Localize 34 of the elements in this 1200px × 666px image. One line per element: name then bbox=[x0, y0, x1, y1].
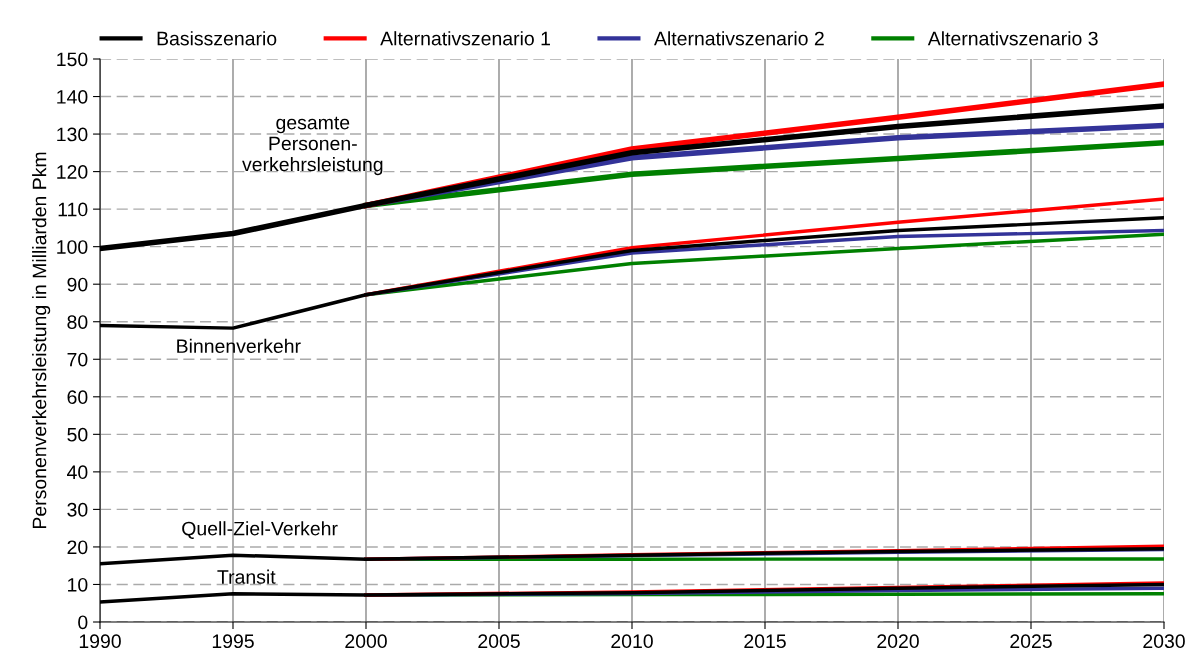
x-tick-label: 2015 bbox=[744, 634, 786, 649]
y-tick-label: 150 bbox=[57, 52, 88, 67]
legend-label: Alternativszenario 2 bbox=[654, 31, 824, 46]
y-tick-label: 60 bbox=[67, 390, 88, 405]
x-tick-label: 1990 bbox=[79, 634, 121, 649]
y-tick-label: 80 bbox=[67, 315, 88, 329]
y-tick-label: 120 bbox=[57, 165, 88, 179]
legend-label: Alternativszenario 1 bbox=[380, 31, 550, 46]
y-tick-label: 10 bbox=[68, 577, 88, 592]
x-tick-label: 2005 bbox=[478, 634, 520, 649]
y-tick-label: 70 bbox=[67, 352, 88, 367]
y-tick-label: 130 bbox=[57, 127, 88, 142]
x-tick-label: 2025 bbox=[1010, 634, 1052, 649]
annotation: Transit bbox=[217, 569, 276, 584]
y-tick-label: 20 bbox=[67, 540, 88, 555]
y-tick-label: 90 bbox=[67, 277, 88, 292]
y-tick-label: 30 bbox=[67, 502, 88, 517]
y-tick-label: 140 bbox=[57, 90, 88, 104]
x-tick-label: 2000 bbox=[345, 634, 387, 649]
x-tick-label: 2020 bbox=[877, 634, 919, 649]
y-tick-label: 100 bbox=[57, 240, 88, 254]
y-axis-title: Personenverkehrsleistung in Milliarden Pkm bbox=[32, 152, 51, 529]
y-tick-label: 0 bbox=[78, 615, 88, 630]
x-tick-label: 2030 bbox=[1143, 634, 1185, 649]
y-tick-label: 110 bbox=[58, 202, 88, 217]
x-tick-label: 2010 bbox=[611, 634, 653, 649]
annotation: Binnenverkehr bbox=[177, 338, 301, 354]
legend-label: Basisszenario bbox=[157, 31, 277, 46]
y-tick-label: 50 bbox=[67, 427, 88, 442]
annotation: gesamte Personen- verkehrsleistung bbox=[242, 116, 383, 176]
x-tick-label: 1995 bbox=[212, 634, 254, 649]
legend-label: Alternativszenario 3 bbox=[927, 31, 1098, 46]
annotation: Quell-Ziel-Verkehr bbox=[182, 521, 338, 539]
y-tick-label: 40 bbox=[67, 465, 88, 480]
